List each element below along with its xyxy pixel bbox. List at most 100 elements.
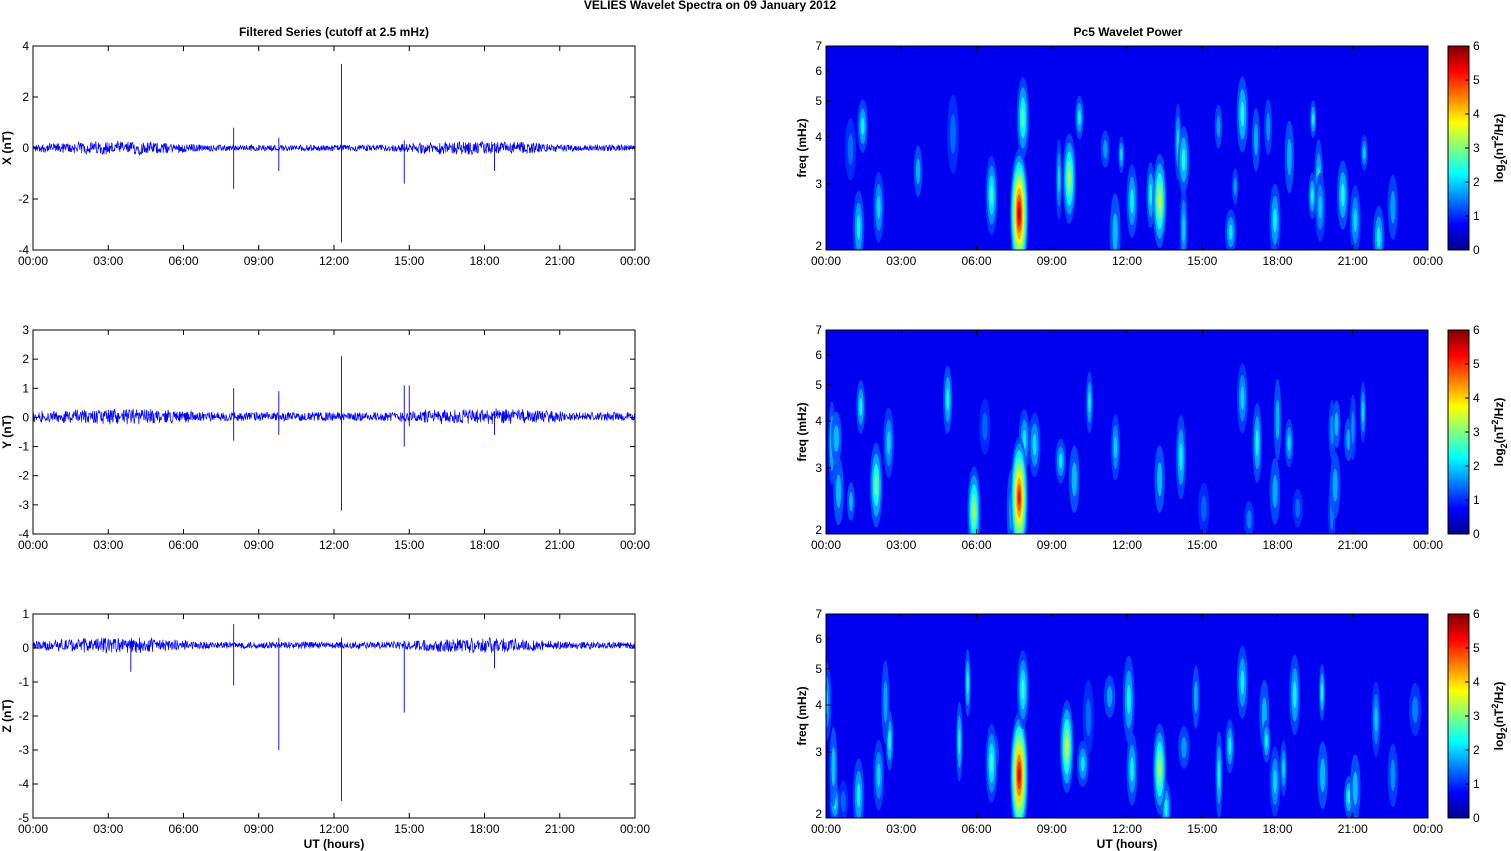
power-blob [1332,400,1341,449]
power-blob [1126,732,1138,806]
y-tick-label: 7 [815,323,822,337]
y-tick-label: 1 [22,381,29,395]
x-tick-label: 18:00 [469,538,499,552]
power-blob [1317,741,1328,810]
y-tick-label: 7 [815,607,822,621]
power-blob [1314,172,1326,242]
power-blob [1349,754,1361,818]
y-tick-label: -4 [18,527,29,541]
power-blob [1055,438,1067,484]
power-blob [1062,133,1077,224]
x-tick-label: 18:00 [1262,822,1292,836]
power-blob [964,649,971,717]
y-tick-label: 3 [815,461,822,475]
y-tick-label: -1 [18,440,29,454]
power-blob [1284,120,1295,194]
y-tick-label: 2 [22,352,29,366]
power-blob [1103,675,1116,718]
power-blob [1010,436,1028,534]
y-tick-label: 7 [815,39,822,53]
x-tick-label: 00:00 [811,254,841,268]
power-blob [1177,126,1190,194]
filtered-trace [32,636,636,654]
x-tick-label: 21:00 [545,538,575,552]
power-blob [1224,209,1237,250]
x-tick-label: 18:00 [1262,254,1292,268]
y-tick-label: 3 [22,323,29,337]
filtered-trace [32,408,636,425]
power-blob [881,660,890,744]
power-blob [1069,445,1080,514]
power-blob [1337,160,1349,230]
colorbar-tick-label: 5 [1473,357,1480,371]
x-tick-label: 12:00 [1112,254,1142,268]
power-blob [1310,100,1317,139]
x-tick-label: 12:00 [319,822,349,836]
y-tick-label: -2 [18,469,29,483]
power-blob [1126,164,1138,238]
x-tick-label: 06:00 [961,822,991,836]
x-tick-label: 21:00 [1338,538,1368,552]
power-blob [1118,136,1125,174]
power-blob [1372,205,1385,250]
x-tick-label: 00:00 [1413,822,1443,836]
plot-area [826,46,1428,250]
power-blob [1244,501,1254,534]
x-tick-label: 06:00 [168,538,198,552]
x-tick-label: 15:00 [394,538,424,552]
power-blob [857,99,868,153]
x-tick-label: 06:00 [168,254,198,268]
figure-title: VELIES Wavelet Spectra on 09 January 201… [584,0,837,12]
power-blob [1198,482,1210,534]
plot-area [33,330,635,534]
y-tick-label: 2 [815,523,822,537]
power-blob [1318,664,1326,721]
plot-area [826,330,1428,534]
power-blob [1152,154,1167,249]
x-tick-label: 09:00 [1037,538,1067,552]
power-blob [947,94,959,174]
power-blob [1269,183,1281,250]
power-blob [943,365,953,434]
y-tick-label: -5 [18,811,29,825]
power-blob [1214,104,1223,149]
timeseries-z [32,613,636,819]
power-blob [1359,381,1366,443]
x-tick-label: 00:00 [620,254,650,268]
right-column-title: Pc5 Wavelet Power [1074,25,1183,39]
power-blob [1100,130,1110,168]
power-blob [1273,378,1282,461]
power-blob [1016,650,1029,730]
colorbar-label: log2(nT2/Hz) [1490,682,1509,751]
y-tick-label: -1 [18,675,29,689]
power-blob [1284,418,1294,468]
power-blob [979,398,991,455]
power-blob [869,442,883,528]
x-tick-label: 15:00 [394,822,424,836]
power-blob [1371,681,1381,757]
power-blob [956,701,963,782]
x-tick-label: 00:00 [620,538,650,552]
power-blob [1215,730,1223,818]
x-tick-label: 18:00 [469,822,499,836]
power-blob [985,723,998,803]
power-blob [1409,682,1422,737]
power-blob [1028,412,1041,478]
colorbar-tick-label: 3 [1473,425,1480,439]
colorbar-tick-label: 0 [1473,243,1480,257]
x-tick-label: 12:00 [319,538,349,552]
colorbar-tick-label: 2 [1473,175,1480,189]
x-tick-label: 09:00 [1037,822,1067,836]
colorbar-tick-label: 5 [1473,641,1480,655]
x-tick-label: 18:00 [1262,538,1292,552]
x-tick-label: 03:00 [886,254,916,268]
x-tick-label: 00:00 [18,254,48,268]
power-blob [967,466,981,534]
y-axis-label: X (nT) [0,131,14,165]
power-blob [852,758,865,818]
x-axis-label: UT (hours) [304,837,365,851]
y-tick-label: -4 [18,243,29,257]
colorbar-tick-label: 1 [1473,777,1480,791]
power-blob [1152,723,1167,815]
